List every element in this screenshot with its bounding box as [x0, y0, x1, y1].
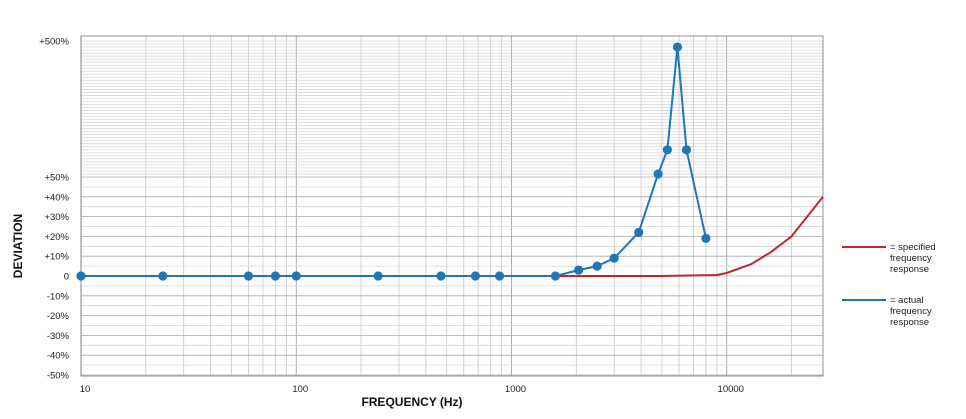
legend: = specified frequency response = actual freq… — [842, 242, 936, 328]
y-tick-label: +50% — [44, 173, 69, 184]
data-point — [291, 271, 301, 281]
data-point — [243, 271, 254, 281]
x-tick-label: 1000 — [505, 384, 526, 395]
data-point — [158, 271, 168, 281]
data-point — [653, 169, 663, 179]
grid — [80, 36, 823, 376]
y-tick-label: -20% — [47, 311, 70, 322]
data-point — [550, 271, 561, 281]
series-layer — [76, 42, 824, 281]
y-axis-title: DEVIATION — [11, 214, 25, 278]
data-point — [634, 227, 644, 238]
y-tick-label: +40% — [44, 192, 69, 203]
data-point — [672, 42, 683, 52]
x-tick-label: 10 — [80, 384, 91, 395]
y-tick-label: -10% — [47, 291, 70, 302]
data-point — [270, 271, 280, 281]
data-point — [701, 233, 711, 243]
data-point — [574, 265, 584, 275]
y-tick-label: +20% — [44, 232, 69, 243]
data-point — [470, 271, 481, 281]
y-tick-label: -40% — [47, 351, 70, 362]
data-point — [494, 271, 505, 281]
x-axis-title: FREQUENCY (Hz) — [361, 395, 462, 409]
data-point — [76, 271, 86, 281]
data-point — [592, 261, 602, 271]
data-point — [662, 145, 672, 155]
data-point — [681, 145, 692, 155]
y-tick-label: +10% — [44, 252, 69, 263]
x-tick-label: 100 — [292, 384, 308, 395]
series-line-1 — [81, 196, 824, 277]
y-tick-label: -30% — [47, 331, 70, 342]
x-tick-label: 10000 — [718, 384, 744, 395]
data-point — [609, 253, 619, 263]
data-point — [436, 271, 446, 281]
y-tick-labels: -50% -40% -30% -20% -10% 0 +10% +20% +30% +40% +50… — [39, 37, 69, 382]
y-tick-label: +500% — [39, 37, 69, 48]
plot-frame — [80, 35, 824, 377]
series-line-2 — [81, 46, 707, 277]
legend-label: = actual frequency response — [890, 295, 932, 328]
legend-label: = specified frequency response — [890, 242, 936, 275]
x-tick-labels: 10 100 1000 10000 — [80, 384, 744, 395]
y-tick-label: 0 — [64, 272, 69, 283]
data-point — [373, 271, 383, 281]
y-tick-label: +30% — [44, 212, 69, 223]
y-tick-label: -50% — [47, 371, 70, 382]
